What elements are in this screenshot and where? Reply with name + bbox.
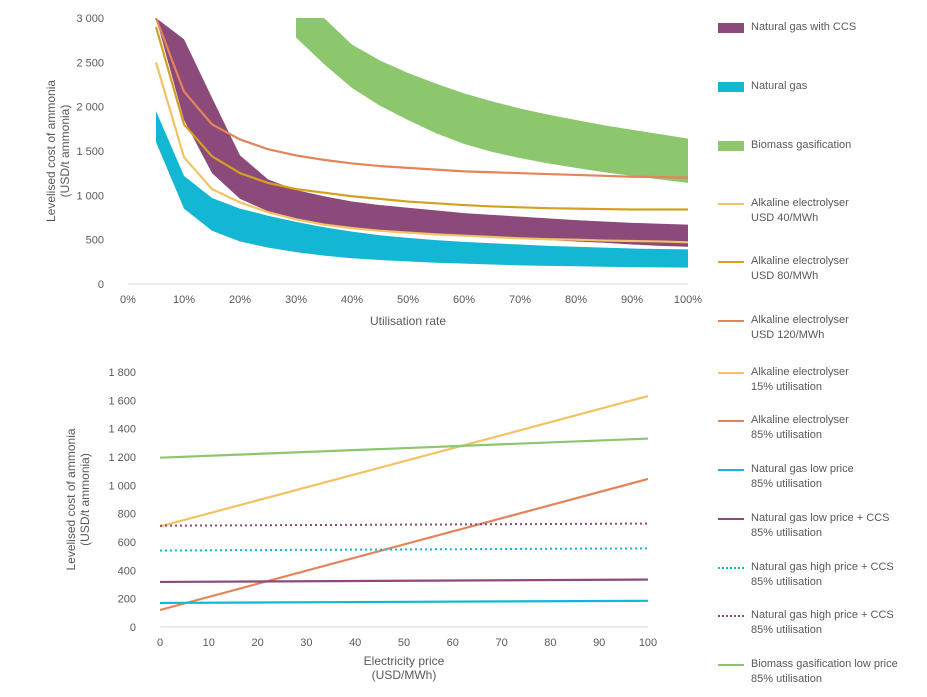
legend-swatch <box>718 469 744 471</box>
legend-swatch <box>718 420 744 422</box>
series-line-natural-gas-high-price-ccs <box>159 547 649 552</box>
x-axis-title: Utilisation rate <box>370 314 446 328</box>
chart-2: 0 200 400 600 800 1 000 1 200 1 400 1 600 1 800 0 1… <box>64 367 657 682</box>
x-tick-label: 10 <box>203 637 215 649</box>
series-line-alkaline-electrolyser <box>159 395 649 528</box>
x-tick-label: 100% <box>674 294 702 306</box>
y-tick-label: 0 <box>98 279 104 291</box>
chart-1: 0 500 1 000 1 500 2 000 2 500 3 000 0% 10% 20% 30%… <box>44 13 702 328</box>
legend-swatch <box>718 518 744 520</box>
y-tick-label: 2 500 <box>76 57 104 69</box>
x-tick-label: 30 <box>300 637 312 649</box>
x-tick-label: 80% <box>565 294 587 306</box>
legend-label: Natural gas <box>751 80 808 92</box>
legend: Natural gas with CCS Natural gas Biomass g… <box>718 0 923 697</box>
legend-item: Natural gas low price 85% utilisation <box>718 462 854 492</box>
y-tick-label: 200 <box>118 594 136 606</box>
legend-label: Natural gas high price + CCS 85% utilisa… <box>751 561 894 588</box>
x-tick-label: 50% <box>397 294 419 306</box>
y-tick-label: 400 <box>118 565 136 577</box>
x-tick-label: 0% <box>120 294 136 306</box>
x-tick-label: 50 <box>398 637 410 649</box>
y-tick-label: 500 <box>86 235 104 247</box>
legend-item: Alkaline electrolyser USD 40/MWh <box>718 196 849 226</box>
y-axis-title: Levelised cost of ammonia(USD/t ammonia) <box>44 80 72 222</box>
legend-swatch <box>718 23 744 33</box>
legend-label: Natural gas high price + CCS 85% utilisa… <box>751 609 894 636</box>
legend-label: Natural gas low price 85% utilisation <box>751 463 854 490</box>
y-tick-label: 1 000 <box>108 480 136 492</box>
legend-item: Natural gas with CCS <box>718 20 856 35</box>
x-tick-label: 60% <box>453 294 475 306</box>
legend-label: Alkaline electrolyser 15% utilisation <box>751 366 849 393</box>
legend-item: Biomass gasification <box>718 138 851 153</box>
legend-swatch <box>718 203 744 205</box>
legend-item: Natural gas high price + CCS 85% utilisa… <box>718 608 894 638</box>
legend-swatch <box>718 261 744 263</box>
legend-item: Natural gas low price + CCS 85% utilisat… <box>718 511 889 541</box>
legend-item: Natural gas <box>718 79 807 94</box>
legend-label: Natural gas low price + CCS 85% utilisat… <box>751 512 890 539</box>
legend-swatch <box>718 615 744 617</box>
legend-item: Natural gas high price + CCS 85% utilisa… <box>718 560 894 590</box>
legend-label: Alkaline electrolyser 85% utilisation <box>751 414 849 441</box>
x-tick-label: 70% <box>509 294 531 306</box>
y-tick-label: 600 <box>118 537 136 549</box>
legend-label: Alkaline electrolyser USD 80/MWh <box>751 255 849 282</box>
y-tick-label: 0 <box>130 622 136 634</box>
y-tick-label: 2 000 <box>76 102 104 114</box>
x-tick-label: 90% <box>621 294 643 306</box>
series-line-alkaline-electrolyser <box>154 17 689 179</box>
band-biomass-gasification <box>296 18 688 183</box>
y-tick-label: 1 400 <box>108 424 136 436</box>
legend-swatch <box>718 82 744 92</box>
legend-swatch <box>718 372 744 374</box>
x-tick-label: 0 <box>157 637 163 649</box>
legend-item: Alkaline electrolyser 15% utilisation <box>718 365 849 395</box>
legend-swatch <box>718 141 744 151</box>
legend-item: Alkaline electrolyser 85% utilisation <box>718 413 849 443</box>
legend-label: Alkaline electrolyser USD 40/MWh <box>751 197 849 224</box>
legend-item: Biomass gasification low price 85% utili… <box>718 657 898 687</box>
y-tick-label: 3 000 <box>76 13 104 25</box>
legend-label: Biomass gasification low price 85% utili… <box>751 658 898 685</box>
x-tick-label: 60 <box>447 637 459 649</box>
x-tick-label: 90 <box>593 637 605 649</box>
x-tick-label: 40% <box>341 294 363 306</box>
legend-item: Alkaline electrolyser USD 120/MWh <box>718 313 849 343</box>
y-tick-label: 1 000 <box>76 190 104 202</box>
legend-label: Biomass gasification <box>751 139 852 151</box>
series-line-alkaline-electrolyser <box>154 62 689 244</box>
legend-swatch <box>718 567 744 569</box>
y-tick-label: 1 200 <box>108 452 136 464</box>
x-tick-label: 40 <box>349 637 361 649</box>
legend-item: Alkaline electrolyser USD 80/MWh <box>718 254 849 284</box>
x-tick-label: 100 <box>639 637 657 649</box>
band-natural-gas <box>156 111 688 268</box>
x-tick-label: 20 <box>251 637 263 649</box>
y-tick-label: 800 <box>118 509 136 521</box>
y-tick-label: 1 600 <box>108 395 136 407</box>
series-line-natural-gas-low-price-ccs <box>159 578 649 584</box>
series-line-biomass-gasification-low-price <box>159 437 649 459</box>
series-line-alkaline-electrolyser <box>159 477 649 612</box>
y-axis-title: Levelised cost of ammonia(USD/t ammonia) <box>64 428 92 570</box>
legend-swatch <box>718 320 744 322</box>
x-tick-label: 30% <box>285 294 307 306</box>
x-axis-title: Electricity price (USD/MWh) <box>364 654 445 682</box>
series-line-alkaline-electrolyser <box>154 26 688 211</box>
x-tick-label: 20% <box>229 294 251 306</box>
x-tick-label: 10% <box>173 294 195 306</box>
legend-swatch <box>718 664 744 666</box>
y-tick-label: 1 500 <box>76 146 104 158</box>
series-line-natural-gas-high-price-ccs <box>159 522 649 527</box>
y-tick-label: 1 800 <box>108 367 136 379</box>
series-line-natural-gas-low-price <box>159 599 649 605</box>
x-tick-label: 70 <box>495 637 507 649</box>
legend-label: Alkaline electrolyser USD 120/MWh <box>751 314 849 341</box>
x-tick-label: 80 <box>544 637 556 649</box>
band-natural-gas-with-ccs <box>156 18 688 247</box>
legend-label: Natural gas with CCS <box>751 21 857 33</box>
